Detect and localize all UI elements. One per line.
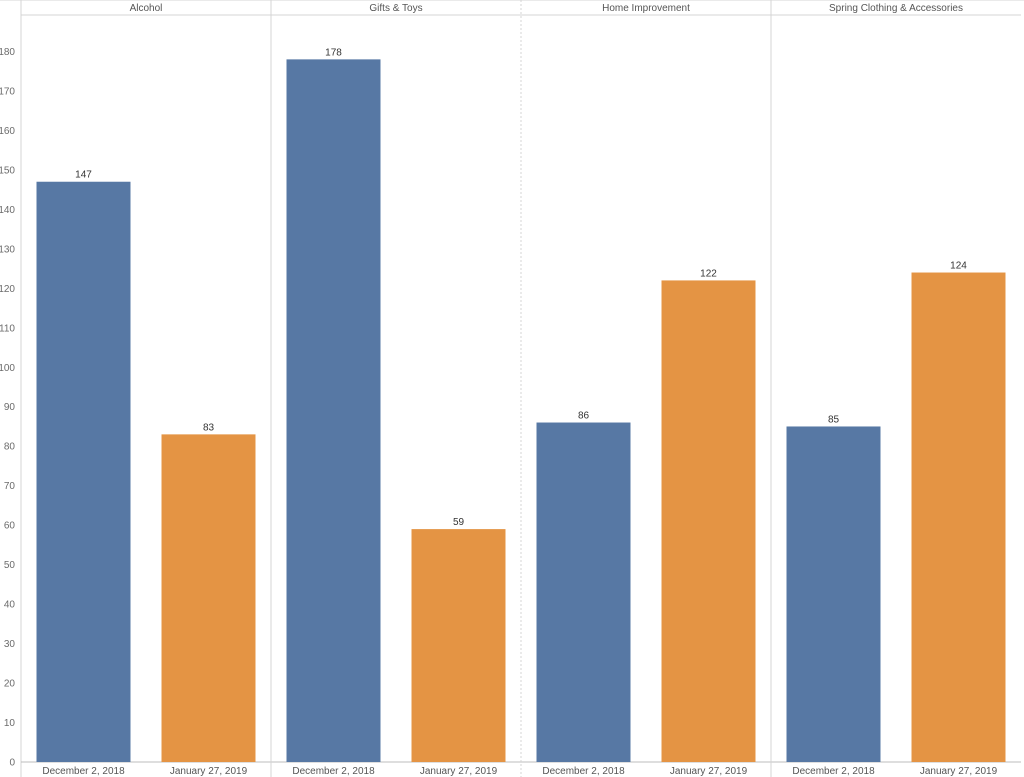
- panel-title: Alcohol: [130, 3, 163, 14]
- y-tick-label: 180: [0, 47, 15, 58]
- x-category-label: December 2, 2018: [542, 766, 625, 777]
- y-tick-label: 30: [4, 639, 16, 650]
- data-label: 122: [700, 268, 717, 279]
- y-tick-label: 20: [4, 679, 16, 690]
- y-tick-label: 50: [4, 560, 16, 571]
- y-tick-label: 130: [0, 244, 15, 255]
- bar: [661, 280, 756, 762]
- x-category-label: January 27, 2019: [670, 766, 748, 777]
- bar: [786, 426, 881, 762]
- data-label: 83: [203, 422, 215, 433]
- bar: [36, 181, 131, 763]
- x-category-label: December 2, 2018: [792, 766, 875, 777]
- y-tick-label: 60: [4, 521, 16, 532]
- bar: [286, 59, 381, 763]
- data-label: 86: [578, 411, 590, 422]
- bar: [911, 272, 1006, 762]
- y-tick-label: 170: [0, 86, 15, 97]
- data-label: 85: [828, 414, 840, 425]
- data-label: 59: [453, 517, 465, 528]
- panel-title: Home Improvement: [602, 3, 690, 14]
- y-tick-label: 70: [4, 481, 16, 492]
- y-tick-label: 10: [4, 718, 16, 729]
- bar: [411, 529, 506, 762]
- bar: [536, 422, 631, 762]
- y-tick-label: 0: [9, 758, 15, 769]
- data-label: 147: [75, 170, 92, 181]
- y-tick-label: 40: [4, 600, 16, 611]
- y-tick-label: 100: [0, 363, 15, 374]
- x-category-label: December 2, 2018: [42, 766, 125, 777]
- panel-title: Spring Clothing & Accessories: [829, 3, 963, 14]
- x-category-label: January 27, 2019: [420, 766, 498, 777]
- y-tick-label: 120: [0, 284, 15, 295]
- y-tick-label: 80: [4, 442, 16, 453]
- x-category-label: January 27, 2019: [170, 766, 248, 777]
- data-label: 178: [325, 47, 342, 58]
- panel-title: Gifts & Toys: [369, 3, 422, 14]
- bar: [161, 434, 256, 762]
- y-tick-label: 160: [0, 126, 15, 137]
- y-tick-label: 90: [4, 402, 16, 413]
- y-tick-label: 110: [0, 323, 15, 334]
- data-label: 124: [950, 261, 967, 272]
- x-category-label: January 27, 2019: [920, 766, 998, 777]
- y-tick-label: 150: [0, 165, 15, 176]
- x-category-label: December 2, 2018: [292, 766, 375, 777]
- y-tick-label: 140: [0, 205, 15, 216]
